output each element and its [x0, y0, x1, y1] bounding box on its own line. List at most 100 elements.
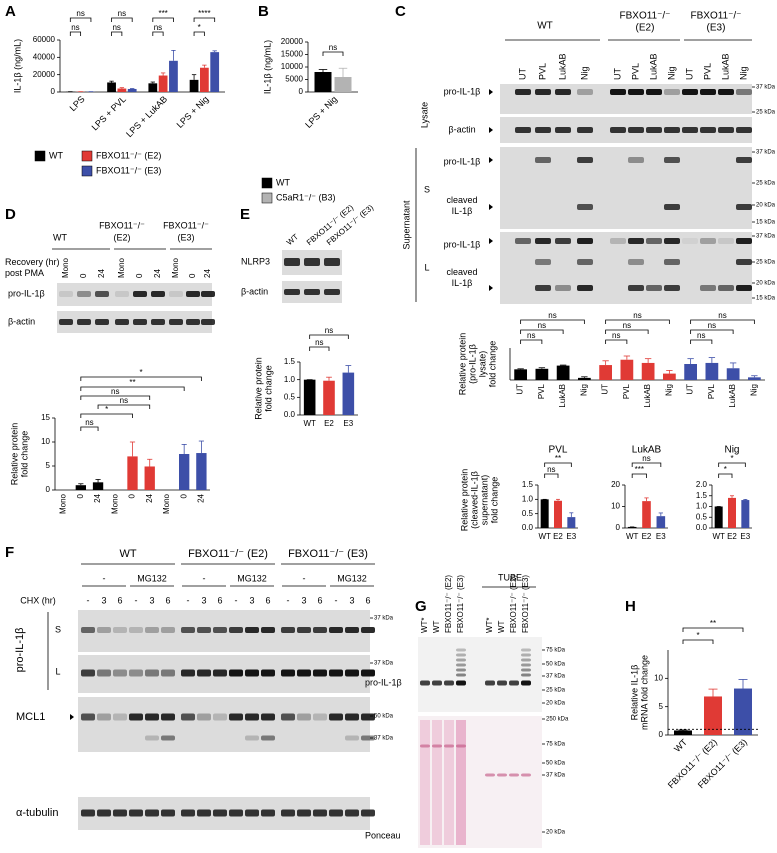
significance-bracket — [80, 386, 185, 391]
lane-label: PVL — [702, 63, 712, 80]
y-tick-label: 5 — [46, 461, 51, 470]
band — [181, 669, 195, 677]
lane-label: - — [187, 595, 190, 605]
significance-bracket — [718, 462, 746, 467]
lane-label: WT — [432, 620, 441, 633]
band — [432, 680, 442, 686]
significance-bracket — [605, 319, 670, 324]
band — [95, 319, 109, 325]
x-tick-label: 0 — [179, 493, 188, 498]
lane-label: LukAB — [648, 53, 658, 80]
band-label: pro-IL-1β — [365, 677, 402, 687]
x-tick-label: E3 — [740, 532, 750, 541]
marker-label: 37 kDa — [546, 773, 566, 779]
bar — [540, 499, 549, 528]
lane-label: 24 — [203, 269, 212, 278]
band — [281, 669, 295, 677]
band — [515, 89, 531, 95]
band — [535, 259, 551, 265]
y-axis-label: supernatant) — [479, 475, 489, 526]
significance-bracket — [97, 404, 151, 409]
significance-label: ns — [642, 454, 650, 463]
band — [664, 259, 680, 265]
legend-label: WT — [276, 177, 290, 187]
band — [95, 291, 109, 297]
lane-label: Mono — [61, 257, 70, 278]
significance-bracket — [690, 329, 734, 334]
lane-label: 6 — [217, 595, 222, 605]
band — [718, 238, 734, 244]
x-tick-label: WT — [712, 532, 725, 541]
band — [161, 809, 175, 817]
y-tick-label: 0.5 — [284, 392, 296, 401]
fraction-label: L — [55, 666, 60, 676]
bar — [158, 75, 168, 92]
band — [664, 204, 680, 210]
group-label: FBXO11⁻/⁻ — [620, 11, 671, 22]
band — [646, 285, 662, 291]
bar — [656, 516, 666, 528]
condition-label: CHX (hr) — [20, 595, 56, 605]
lane-label: - — [235, 595, 238, 605]
y-tick-label: 5 — [659, 702, 664, 711]
ponceau-lane — [444, 720, 454, 845]
band — [736, 259, 752, 265]
band — [535, 238, 551, 244]
x-tick-label: E3 — [656, 532, 666, 541]
band — [628, 238, 644, 244]
band — [113, 809, 127, 817]
band — [664, 127, 680, 133]
lane-label: 3 — [301, 595, 306, 605]
band — [577, 238, 593, 244]
band — [456, 653, 466, 657]
bar — [144, 466, 155, 490]
chart-title: Nig — [724, 445, 739, 456]
x-tick-label: WT — [672, 737, 689, 754]
band — [628, 285, 644, 291]
marker-label: 37 kDa — [756, 85, 776, 91]
x-tick-label: E3 — [343, 419, 353, 428]
x-tick-label: Nig — [579, 384, 588, 396]
band — [201, 319, 215, 325]
band — [736, 157, 752, 163]
lane-label: WT* — [485, 617, 494, 633]
band — [509, 680, 519, 686]
y-tick-label: 2.0 — [696, 480, 708, 489]
group-label: WT — [119, 548, 136, 560]
significance-bracket — [605, 329, 649, 334]
bar — [741, 500, 750, 528]
band — [521, 653, 531, 657]
condition-label: post PMA — [5, 268, 44, 278]
y-axis-label: mRNA fold change — [639, 655, 649, 730]
band — [577, 127, 593, 133]
band — [521, 663, 531, 667]
panel-label: B — [258, 3, 269, 20]
lane-label: LukAB — [557, 53, 567, 80]
lane-label: 3 — [249, 595, 254, 605]
band — [313, 809, 327, 817]
band — [151, 291, 165, 297]
bar — [567, 517, 576, 528]
band — [197, 809, 211, 817]
lane-label: UT — [612, 68, 622, 80]
bar — [728, 497, 736, 528]
significance-bracket — [69, 31, 82, 36]
chart-title: LukAB — [632, 445, 662, 456]
panel-label: F — [5, 544, 14, 561]
band — [535, 127, 551, 133]
lane-label: FBXO11⁻/⁻ (E3) — [521, 575, 530, 633]
band — [161, 735, 175, 741]
band — [59, 319, 73, 325]
band — [577, 89, 593, 95]
band — [77, 319, 91, 325]
band — [261, 627, 275, 633]
band — [329, 669, 343, 677]
band — [420, 680, 430, 686]
group-label: FBXO11⁻/⁻ — [691, 11, 742, 22]
band — [161, 669, 175, 677]
band — [509, 773, 519, 777]
bar — [748, 377, 761, 380]
x-tick-label: PVL — [707, 383, 716, 399]
band — [329, 627, 343, 633]
bar — [117, 88, 127, 92]
